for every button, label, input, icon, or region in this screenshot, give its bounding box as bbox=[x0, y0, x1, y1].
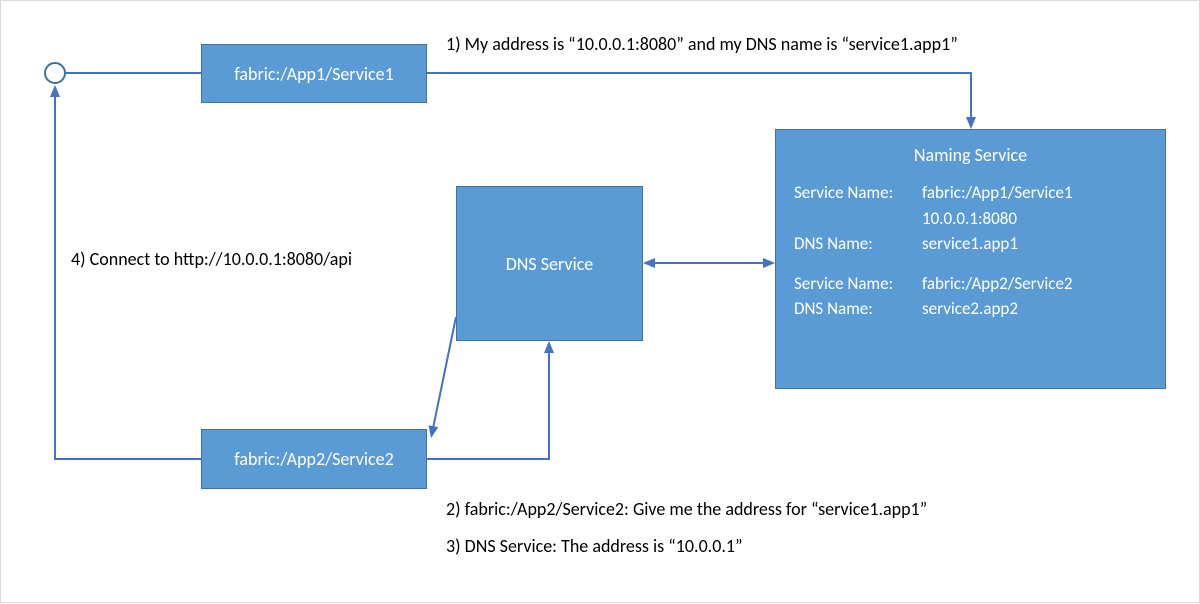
node-dns: DNS Service bbox=[456, 186, 643, 341]
node-service2-label: fabric:/App2/Service2 bbox=[226, 444, 401, 474]
kv-key: DNS Name: bbox=[794, 296, 922, 322]
annotation-step-2: 2) fabric:/App2/Service2: Give me the ad… bbox=[446, 498, 927, 520]
kv-val: service2.app2 bbox=[922, 296, 1147, 322]
annotation-step-1: 1) My address is “10.0.0.1:8080” and my … bbox=[446, 33, 958, 55]
kv-key: DNS Name: bbox=[794, 231, 922, 257]
annotation-step-4: 4) Connect to http://10.0.0.1:8080/api bbox=[71, 248, 352, 270]
node-service1-label: fabric:/App1/Service1 bbox=[226, 59, 401, 89]
kv-val: fabric:/App1/Service1 bbox=[922, 180, 1147, 206]
node-service1: fabric:/App1/Service1 bbox=[201, 44, 427, 103]
kv-key bbox=[794, 206, 922, 232]
diagram-canvas: fabric:/App1/Service1 DNS Service Naming… bbox=[0, 0, 1200, 603]
node-naming-service: Naming Service Service Name:fabric:/App1… bbox=[775, 129, 1166, 389]
naming-entry-1: Service Name:fabric:/App1/Service1 10.0.… bbox=[794, 180, 1147, 257]
kv-key: Service Name: bbox=[794, 180, 922, 206]
kv-val: 10.0.0.1:8080 bbox=[922, 206, 1147, 232]
annotation-step-3: 3) DNS Service: The address is “10.0.0.1… bbox=[446, 535, 743, 557]
kv-key: Service Name: bbox=[794, 271, 922, 297]
kv-val: service1.app1 bbox=[922, 231, 1147, 257]
node-service2: fabric:/App2/Service2 bbox=[201, 429, 427, 489]
naming-entry-2: Service Name:fabric:/App2/Service2 DNS N… bbox=[794, 271, 1147, 322]
kv-val: fabric:/App2/Service2 bbox=[922, 271, 1147, 297]
node-dns-label: DNS Service bbox=[498, 249, 602, 279]
start-circle bbox=[44, 62, 66, 84]
naming-title: Naming Service bbox=[794, 144, 1147, 166]
